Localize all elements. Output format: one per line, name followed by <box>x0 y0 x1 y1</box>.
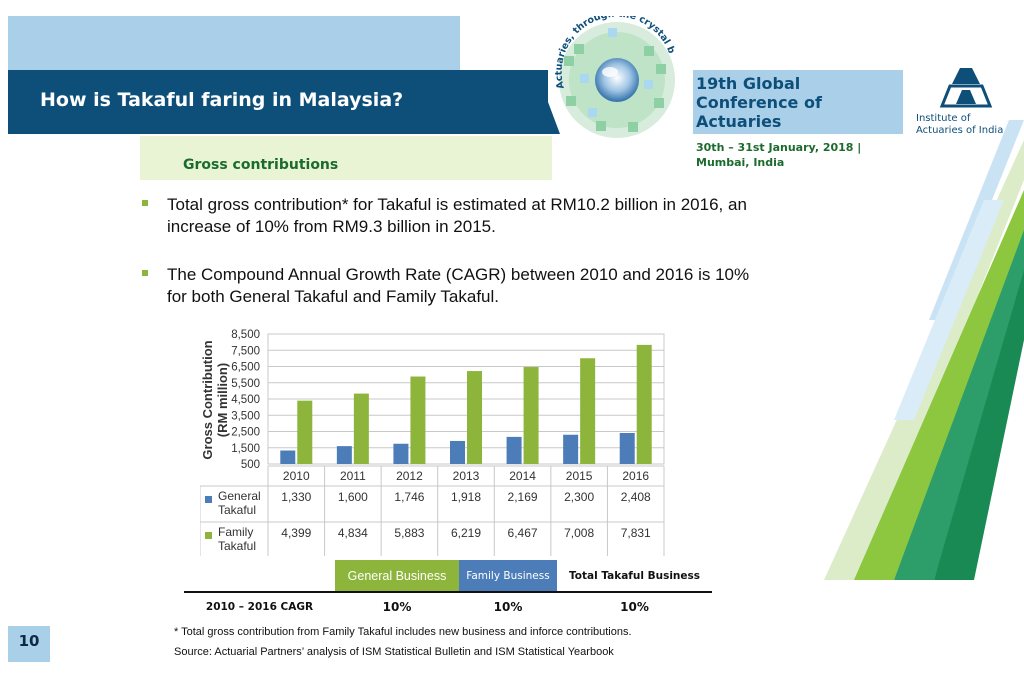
data-label: 1,918 <box>451 490 481 504</box>
bullet-text: The Compound Annual Growth Rate (CAGR) b… <box>167 265 750 306</box>
legend-label: Family Takaful <box>218 525 256 553</box>
source-note: Source: Actuarial Partners’ analysis of … <box>174 646 614 658</box>
chart-svg: 8,500 7,500 6,500 5,500 4,500 3,500 2,500 1,500… <box>200 329 665 556</box>
x-tick-label: 2015 <box>566 469 593 483</box>
bar-general <box>563 434 579 464</box>
conference-dates: 30th – 31st January, 2018 | Mumbai, Indi… <box>696 141 862 169</box>
conference-band <box>693 70 903 134</box>
cagr-divider <box>184 591 712 593</box>
cagr-header-general: General Business <box>335 560 459 592</box>
y-tick-label: 4,500 <box>231 394 260 406</box>
y-tick-label: 7,500 <box>231 345 260 357</box>
y-axis-label: Gross Contribution(RM million) <box>200 340 230 459</box>
section-subtitle: Gross contributions <box>183 157 339 173</box>
bar-general <box>450 440 465 464</box>
data-label: 5,883 <box>394 526 424 540</box>
data-label: 7,008 <box>564 526 594 540</box>
title-banner <box>8 70 548 134</box>
cagr-header-family: Family Business <box>459 560 557 592</box>
decorative-stripes <box>824 120 1024 580</box>
cagr-row-label: 2010 – 2016 CAGR <box>205 601 314 613</box>
y-tick-label: 5,500 <box>231 378 260 390</box>
data-label: 6,219 <box>451 526 481 540</box>
cagr-value-family: 10% <box>493 600 523 614</box>
data-label: 2,300 <box>564 490 594 504</box>
page-number: 10 <box>18 632 40 650</box>
legend-swatch <box>205 496 212 503</box>
bullet-marker <box>142 200 148 206</box>
bar-family <box>467 371 482 464</box>
conference-logo: Actuaries, through the crystal ball! <box>541 8 690 140</box>
bullet-text: Total gross contribution* for Takaful is… <box>167 195 747 236</box>
footnote: * Total gross contribution from Family T… <box>174 626 632 638</box>
x-tick-label: 2013 <box>453 469 480 483</box>
institute-logo <box>916 66 1016 136</box>
bar-family <box>353 393 369 464</box>
data-label: 2,408 <box>621 490 651 504</box>
cagr-header-total: Total Takaful Business <box>557 560 712 592</box>
page-number-box <box>8 626 50 662</box>
cagr-value-general: 10% <box>382 600 412 614</box>
cagr-header-blank <box>184 560 335 592</box>
bar-general <box>336 446 352 464</box>
data-label: 1,600 <box>338 490 368 504</box>
data-label: 7,831 <box>621 526 651 540</box>
bar-family <box>297 400 313 464</box>
x-tick-label: 2010 <box>283 469 310 483</box>
data-label: 4,834 <box>338 526 368 540</box>
y-tick-label: 6,500 <box>231 362 260 374</box>
x-tick-label: 2014 <box>509 469 536 483</box>
header-decor-band <box>8 16 460 72</box>
x-tick-label: 2016 <box>622 469 649 483</box>
data-label: 6,467 <box>508 526 538 540</box>
legend-label: General Takaful <box>218 489 261 517</box>
bar-family <box>523 367 539 464</box>
data-label: 4,399 <box>281 526 311 540</box>
x-tick-label: 2011 <box>340 469 366 483</box>
conference-title: 19th Global Conference of Actuaries <box>696 74 822 131</box>
bar-general <box>506 436 522 464</box>
y-tick-label: 3,500 <box>231 410 260 422</box>
gross-contribution-chart: 8,500 7,500 6,500 5,500 4,500 3,500 2,500 1,500… <box>200 326 666 556</box>
y-tick-label: 1,500 <box>231 443 260 455</box>
bar-family <box>580 358 596 464</box>
bar-family <box>410 376 426 464</box>
legend-swatch <box>205 532 212 539</box>
subtitle-band <box>140 136 552 180</box>
data-label: 1,330 <box>281 490 311 504</box>
y-tick-label: 500 <box>241 459 260 471</box>
bullet-marker <box>142 270 148 276</box>
y-tick-label: 2,500 <box>231 427 260 439</box>
page-title: How is Takaful faring in Malaysia? <box>40 89 404 111</box>
cagr-value-total: 10% <box>620 600 649 614</box>
data-label: 2,169 <box>508 490 538 504</box>
bar-family <box>636 344 652 464</box>
data-label: 1,746 <box>394 490 424 504</box>
bar-general <box>393 443 409 464</box>
y-tick-label: 8,500 <box>231 329 260 341</box>
institute-name: Institute of Actuaries of India <box>916 113 1004 136</box>
x-tick-label: 2012 <box>396 469 423 483</box>
cagr-table: General Business Family Business Total T… <box>184 560 712 622</box>
bar-general <box>619 432 635 464</box>
bar-general <box>280 450 296 464</box>
